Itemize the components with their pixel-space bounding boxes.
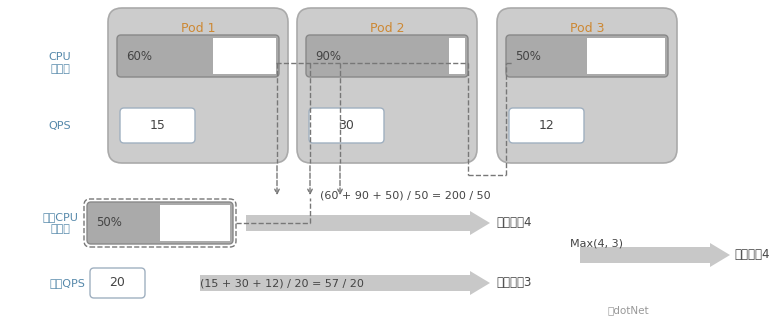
FancyBboxPatch shape bbox=[506, 35, 668, 77]
Text: 90%: 90% bbox=[315, 50, 341, 63]
FancyBboxPatch shape bbox=[509, 108, 584, 143]
Text: Pod 3: Pod 3 bbox=[570, 22, 604, 34]
Bar bbox=[587, 38, 665, 74]
Text: 嘿dotNet: 嘿dotNet bbox=[608, 305, 650, 315]
Text: 50%: 50% bbox=[515, 50, 541, 63]
FancyBboxPatch shape bbox=[90, 268, 145, 298]
Text: Pod 2: Pod 2 bbox=[370, 22, 405, 34]
Text: (60 + 90 + 50) / 50 = 200 / 50: (60 + 90 + 50) / 50 = 200 / 50 bbox=[320, 190, 491, 200]
Text: 目标CPU
使用率: 目标CPU 使用率 bbox=[42, 212, 78, 234]
Bar bbox=[90, 205, 160, 241]
Text: QPS: QPS bbox=[49, 121, 71, 131]
Polygon shape bbox=[200, 271, 490, 295]
Text: Pod 1: Pod 1 bbox=[181, 22, 216, 34]
Text: 30: 30 bbox=[339, 119, 354, 132]
Text: 副本数：4: 副本数：4 bbox=[734, 249, 770, 261]
Bar bbox=[509, 38, 587, 74]
Text: Max(4, 3): Max(4, 3) bbox=[570, 238, 623, 248]
Text: (15 + 30 + 12) / 20 = 57 / 20: (15 + 30 + 12) / 20 = 57 / 20 bbox=[200, 278, 364, 288]
FancyBboxPatch shape bbox=[120, 108, 195, 143]
FancyBboxPatch shape bbox=[306, 35, 468, 77]
Bar bbox=[309, 38, 449, 74]
Bar bbox=[120, 38, 213, 74]
FancyBboxPatch shape bbox=[497, 8, 677, 163]
Text: 12: 12 bbox=[539, 119, 554, 132]
FancyBboxPatch shape bbox=[117, 35, 279, 77]
Text: 15: 15 bbox=[150, 119, 165, 132]
Text: CPU
使用率: CPU 使用率 bbox=[49, 52, 71, 74]
Polygon shape bbox=[246, 211, 490, 235]
Text: 20: 20 bbox=[110, 277, 125, 290]
Text: 目标QPS: 目标QPS bbox=[50, 278, 86, 288]
FancyBboxPatch shape bbox=[87, 202, 233, 244]
Bar bbox=[213, 38, 276, 74]
FancyBboxPatch shape bbox=[297, 8, 477, 163]
Text: 50%: 50% bbox=[96, 216, 122, 230]
Bar bbox=[449, 38, 465, 74]
Text: 副本数：3: 副本数：3 bbox=[496, 277, 532, 290]
Polygon shape bbox=[580, 243, 730, 267]
FancyBboxPatch shape bbox=[309, 108, 384, 143]
FancyBboxPatch shape bbox=[108, 8, 288, 163]
Text: 副本数：4: 副本数：4 bbox=[496, 216, 532, 230]
Text: 60%: 60% bbox=[126, 50, 152, 63]
Bar bbox=[160, 205, 230, 241]
